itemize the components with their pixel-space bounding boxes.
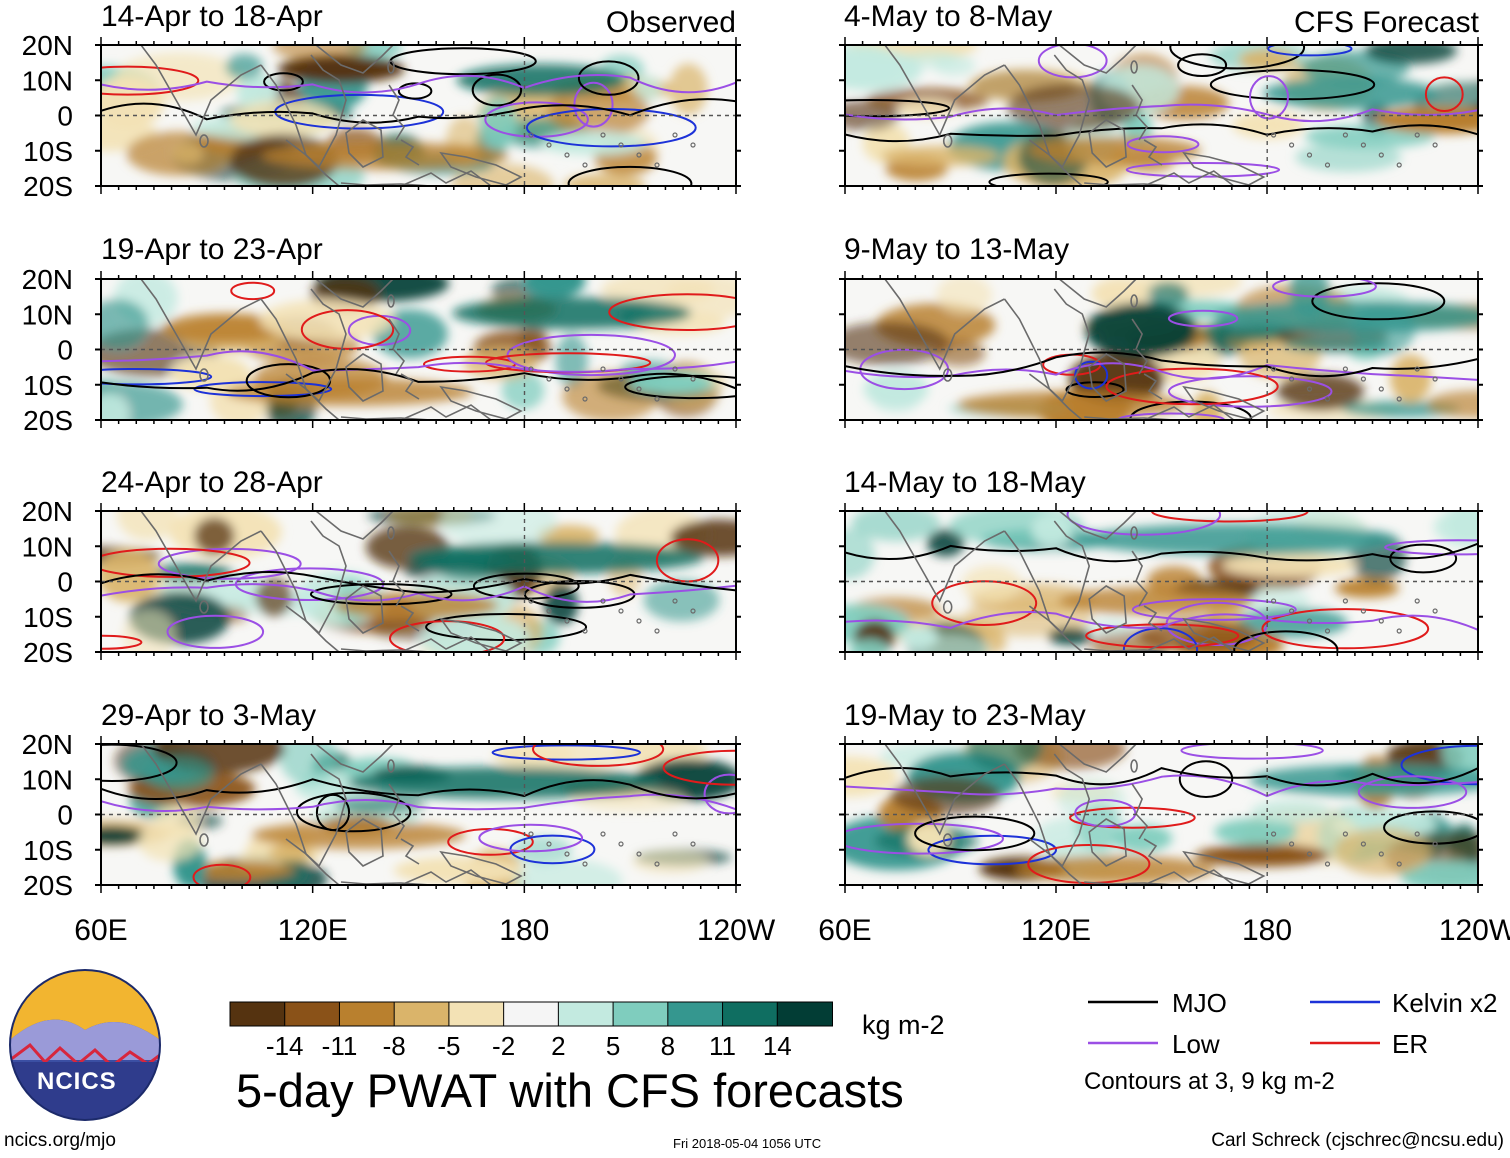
lon-label: 120W (697, 914, 776, 947)
lat-label: 0 (57, 800, 73, 831)
lat-label: 10N (22, 65, 73, 96)
lat-label: 10S (23, 370, 73, 401)
lat-label: 20S (23, 870, 73, 901)
colorbar-tick-label: -11 (322, 1031, 358, 1061)
column-label-cfs-forecast: CFS Forecast (1293, 6, 1479, 39)
map-panel (839, 271, 1483, 428)
panel-title-right-1: 4-May to 8-May (844, 0, 1053, 33)
colorbar-swatch (284, 1001, 341, 1027)
colorbar-swatch (229, 1001, 286, 1027)
legend-contour-note: Contours at 3, 9 kg m-2 (1084, 1068, 1335, 1095)
panel-title-left-4: 29-Apr to 3-May (101, 699, 317, 732)
lon-label: 180 (499, 914, 549, 947)
lat-label: 0 (57, 101, 73, 132)
colorbar-tick-label: -8 (383, 1031, 406, 1061)
map-panel (95, 736, 741, 893)
colorbar-swatch (722, 1001, 779, 1027)
column-label-observed: Observed (605, 6, 736, 39)
lat-label: 10S (23, 835, 73, 866)
legend-label-mjo: MJO (1172, 988, 1227, 1018)
lat-label: 10N (22, 764, 73, 795)
map-panel (839, 503, 1483, 660)
colorbar-units: kg m-2 (862, 1010, 945, 1040)
panel-title-right-2: 9-May to 13-May (844, 233, 1070, 266)
logo-text: NCICS (37, 1068, 117, 1095)
colorbar-swatch (667, 1001, 724, 1027)
colorbar-tick-label: 5 (606, 1031, 620, 1061)
lon-label: 120W (1439, 914, 1510, 947)
legend-label-er: ER (1392, 1029, 1429, 1059)
colorbar-tick-label: -2 (492, 1031, 515, 1061)
colorbar-swatch (393, 1001, 450, 1027)
panel-title-right-4: 19-May to 23-May (844, 699, 1086, 732)
colorbar-swatch (338, 1001, 396, 1027)
lat-label: 20N (22, 30, 73, 61)
lat-label: 20N (22, 496, 73, 527)
colorbar-swatch (503, 1001, 560, 1027)
map-panel (839, 37, 1483, 194)
colorbar-swatch (557, 1001, 615, 1027)
logo-ring (9, 969, 161, 1121)
footer-credit: Carl Schreck (cjschrec@ncsu.edu) (1211, 1130, 1504, 1151)
figure-title: 5-day PWAT with CFS forecasts (236, 1064, 904, 1117)
colorbar-swatch (612, 1001, 669, 1027)
legend-label-kelvin: Kelvin x2 (1392, 988, 1498, 1018)
lat-label: 10N (22, 531, 73, 562)
lon-label: 60E (818, 914, 871, 947)
lat-label: 10N (22, 299, 73, 330)
panel-title-right-3: 14-May to 18-May (844, 466, 1086, 499)
lat-label: 20N (22, 729, 73, 760)
map-panel (839, 736, 1483, 893)
colorbar-swatch (776, 1001, 834, 1027)
colorbar-tick-label: 14 (763, 1031, 792, 1061)
colorbar-tick-label: -5 (437, 1031, 460, 1061)
colorbar-swatch (448, 1001, 505, 1027)
lat-label: 20S (23, 405, 73, 436)
lat-label: 0 (57, 567, 73, 598)
lat-label: 10S (23, 136, 73, 167)
colorbar-tick-label: -14 (266, 1031, 304, 1061)
lat-label: 0 (57, 335, 73, 366)
lat-label: 20N (22, 264, 73, 295)
map-panel (95, 37, 741, 194)
map-panel (95, 503, 741, 660)
footer-timestamp: Fri 2018-05-04 1056 UTC (673, 1136, 822, 1151)
panel-title-left-2: 19-Apr to 23-Apr (101, 233, 323, 266)
panel-title-left-1: 14-Apr to 18-Apr (101, 0, 323, 33)
panel-title-left-3: 24-Apr to 28-Apr (101, 466, 323, 499)
lon-label: 120E (1021, 914, 1091, 947)
lat-label: 10S (23, 602, 73, 633)
colorbar-tick-label: 2 (551, 1031, 565, 1061)
lon-label: 180 (1242, 914, 1292, 947)
colorbar-tick-label: 8 (661, 1031, 675, 1061)
lat-label: 20S (23, 637, 73, 668)
lon-label: 60E (74, 914, 127, 947)
colorbar-tick-label: 11 (709, 1031, 736, 1061)
footer-url[interactable]: ncics.org/mjo (4, 1130, 116, 1151)
legend-label-low: Low (1172, 1029, 1220, 1059)
ncics-logo (10, 970, 160, 1120)
map-panel (95, 271, 741, 428)
lat-label: 20S (23, 171, 73, 202)
lon-label: 120E (278, 914, 348, 947)
